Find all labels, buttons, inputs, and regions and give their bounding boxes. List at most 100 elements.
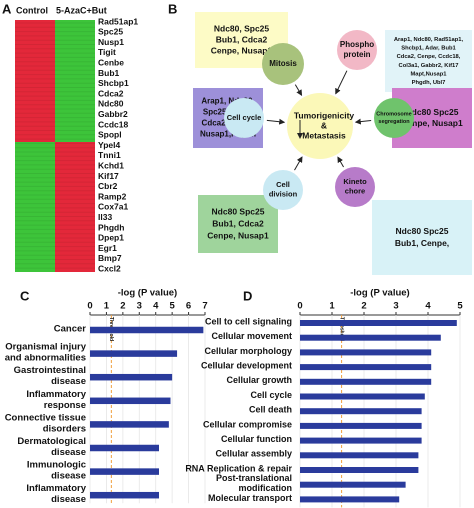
gene-label: Ramp2	[98, 191, 127, 201]
gene-box-text: Mapt,Nusap1	[410, 71, 447, 77]
category-label: response	[44, 400, 86, 411]
bar	[300, 393, 425, 400]
gene-label: Cenbe	[98, 57, 124, 67]
category-label: Molecular transport	[208, 493, 292, 503]
gene-box-text: Phgdh, Ubl7	[412, 80, 446, 86]
gene-label: Dpep1	[98, 233, 124, 243]
bar	[90, 491, 159, 499]
category-label: Cellular movement	[211, 331, 292, 341]
bar	[300, 334, 441, 341]
heatmap-cell	[15, 142, 55, 272]
node-text: protein	[343, 50, 370, 59]
panel-label: C	[20, 288, 30, 303]
category-label: Cellular growth	[226, 375, 292, 385]
gene-box	[372, 200, 472, 275]
gene-box-text: Ndc80 Spc25	[396, 226, 449, 236]
bar	[300, 349, 432, 356]
gene-label: Kif17	[98, 171, 119, 181]
gene-box	[198, 195, 278, 253]
bar	[300, 452, 419, 459]
x-tick-label: 4	[153, 301, 159, 312]
bar	[90, 397, 171, 405]
category-label: Dermatological	[17, 436, 86, 447]
category-label: disorders	[43, 423, 86, 434]
bar	[300, 364, 432, 371]
category-label: Gastrointestinal	[14, 365, 86, 376]
gene-box-text: Ndc80 Spc25	[406, 107, 459, 117]
category-label: Cellular development	[201, 360, 292, 370]
gene-box-text: Nusap1,Phgdh	[200, 130, 256, 139]
x-tick-label: 0	[297, 301, 302, 312]
panel-label: D	[243, 288, 252, 303]
bar	[300, 378, 432, 385]
category-label: disease	[51, 376, 86, 387]
gene-label: Cdca2	[98, 88, 124, 98]
category-label: Cell cycle	[250, 390, 292, 400]
node-text: Cell cycle	[227, 113, 262, 122]
gene-label: Ndc80	[98, 99, 124, 109]
gene-box-text: Ndc80, Spc25	[214, 23, 270, 33]
column-label: Control	[16, 5, 48, 15]
bar	[300, 422, 422, 429]
panel-label: A	[2, 1, 12, 16]
center-text: &	[321, 120, 327, 130]
column-label: 5-AzaC+But	[56, 5, 107, 15]
bar	[300, 408, 422, 415]
gene-box-text: Shcbp1, Adar, Bub1	[401, 46, 456, 52]
category-label: disease	[51, 471, 86, 482]
category-label: Cellular morphology	[204, 346, 292, 356]
bar	[300, 496, 400, 503]
category-label: disease	[51, 447, 86, 458]
arrow	[337, 156, 344, 168]
arrow	[294, 84, 303, 96]
bar	[90, 468, 159, 475]
panel-label: B	[168, 1, 177, 16]
x-tick-label: 5	[457, 301, 463, 312]
gene-box-text: Ndc80 Spc25	[212, 206, 265, 216]
gene-box-text: Bub1, Cdca2	[216, 34, 268, 44]
gene-label: Egr1	[98, 243, 117, 253]
gene-label: Bub1	[98, 68, 120, 78]
gene-label: Cxcl2	[98, 263, 121, 273]
gene-label: Cbr2	[98, 181, 118, 191]
node-text: segregation	[378, 119, 410, 125]
gene-label: Gabbr2	[98, 109, 128, 119]
bar	[90, 326, 204, 334]
arrow	[335, 70, 348, 95]
arrow	[266, 118, 286, 125]
arrow	[294, 156, 303, 171]
bar	[90, 350, 178, 357]
x-tick-label: 1	[104, 301, 110, 312]
x-tick-label: 2	[120, 301, 125, 312]
category-label: RNA Replication & repair	[185, 463, 292, 473]
category-label: Immunologic	[27, 460, 86, 471]
axis-title: -log (P value)	[350, 288, 409, 299]
x-tick-label: 7	[202, 301, 207, 312]
category-label: Cellular function	[221, 434, 292, 444]
gene-label: Phgdh	[98, 222, 124, 232]
heatmap-cell	[55, 20, 95, 142]
x-tick-label: 3	[393, 301, 398, 312]
category-label: Cellular assembly	[215, 449, 292, 459]
process-node	[374, 98, 414, 138]
arrow	[354, 118, 372, 125]
threshold-label: Threshold	[338, 317, 344, 341]
gene-label: Nusp1	[98, 37, 124, 47]
bar	[300, 481, 406, 488]
center-text: Tumorigenicity	[294, 110, 355, 120]
gene-label: Ccdc18	[98, 119, 129, 129]
gene-box-text: Col3a1, Gabbr2, Kif17	[399, 63, 459, 69]
gene-box-text: Arap1, Ndc80,	[201, 97, 254, 106]
gene-label: Cox7a1	[98, 202, 129, 212]
gene-box-text: Cenpe, Nusap1	[211, 45, 273, 55]
process-node	[224, 98, 264, 138]
category-label: Cellular compromise	[203, 419, 292, 429]
bar	[90, 373, 173, 381]
x-tick-label: 6	[186, 301, 191, 312]
category-label: and abnormalities	[5, 353, 86, 364]
gene-box-text: Arap1, Ndc80, Rad51ap1,	[394, 37, 464, 43]
category-label: disease	[51, 494, 86, 505]
node-text: division	[269, 190, 298, 199]
